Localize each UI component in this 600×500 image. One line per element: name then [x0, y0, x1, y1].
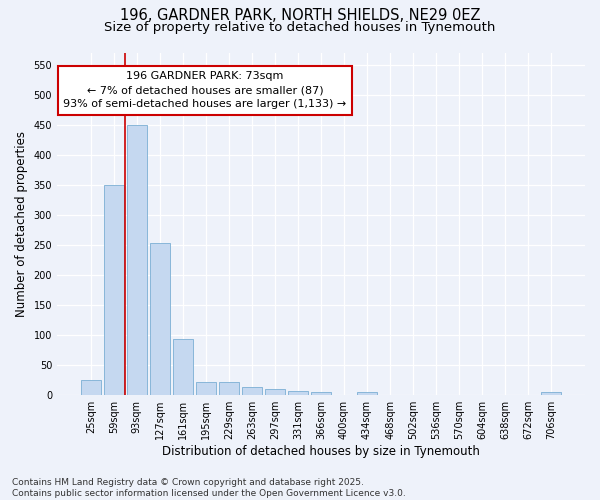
Bar — [196, 382, 216, 394]
Bar — [104, 184, 124, 394]
Bar — [242, 387, 262, 394]
Text: 196, GARDNER PARK, NORTH SHIELDS, NE29 0EZ: 196, GARDNER PARK, NORTH SHIELDS, NE29 0… — [120, 8, 480, 22]
Text: Contains HM Land Registry data © Crown copyright and database right 2025.
Contai: Contains HM Land Registry data © Crown c… — [12, 478, 406, 498]
Bar — [541, 392, 561, 394]
Bar — [311, 392, 331, 394]
Bar — [219, 382, 239, 394]
Bar — [288, 390, 308, 394]
Bar — [127, 124, 146, 394]
X-axis label: Distribution of detached houses by size in Tynemouth: Distribution of detached houses by size … — [162, 444, 480, 458]
Text: Size of property relative to detached houses in Tynemouth: Size of property relative to detached ho… — [104, 21, 496, 34]
Bar — [265, 388, 285, 394]
Bar — [357, 392, 377, 394]
Y-axis label: Number of detached properties: Number of detached properties — [15, 130, 28, 316]
Text: 196 GARDNER PARK: 73sqm
← 7% of detached houses are smaller (87)
93% of semi-det: 196 GARDNER PARK: 73sqm ← 7% of detached… — [63, 72, 346, 110]
Bar — [81, 380, 101, 394]
Bar — [150, 243, 170, 394]
Bar — [173, 340, 193, 394]
